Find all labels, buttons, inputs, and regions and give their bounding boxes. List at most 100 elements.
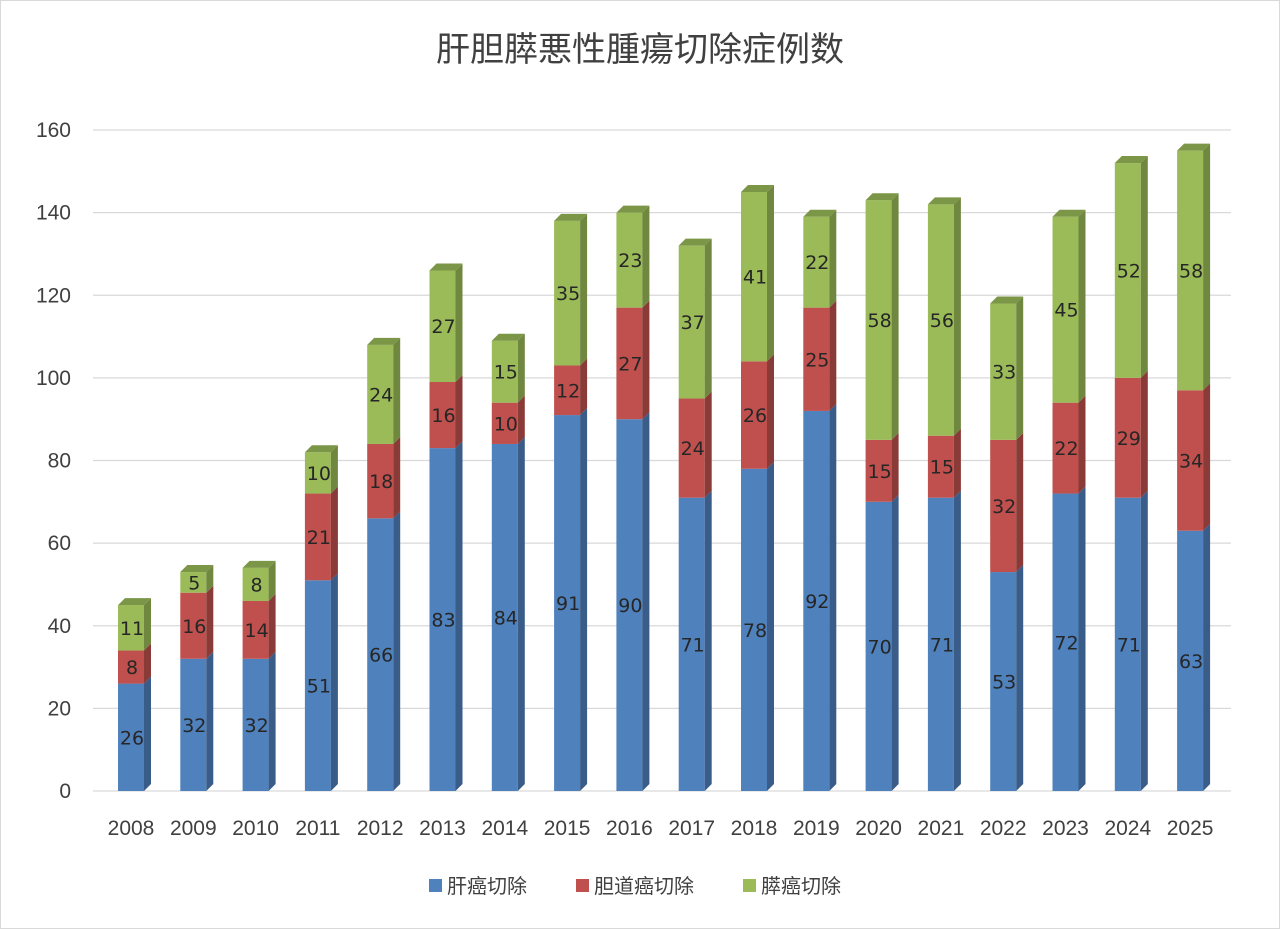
- bar-segment: [429, 375, 463, 449]
- bar-segment: [741, 354, 774, 469]
- bar-segment: [118, 676, 151, 791]
- data-label: 15: [930, 457, 954, 479]
- legend-item: 膵癌切除: [743, 874, 841, 898]
- bar-segment: [118, 643, 151, 684]
- legend-item: 胆道癌切除: [576, 874, 694, 898]
- x-tick-label: 2013: [419, 817, 466, 840]
- bar-segment: [180, 585, 214, 659]
- data-label: 32: [182, 715, 206, 737]
- data-label: 51: [307, 676, 331, 698]
- x-tick-label: 2018: [731, 817, 778, 840]
- bar-segment: [367, 511, 401, 791]
- legend-label: 肝癌切除: [447, 874, 527, 898]
- y-tick-label: 100: [36, 367, 71, 390]
- data-label: 71: [1117, 634, 1141, 656]
- x-tick-label: 2025: [1167, 817, 1214, 840]
- y-tick-label: 60: [48, 532, 71, 555]
- data-label: 63: [1179, 651, 1203, 673]
- bar-segment: [1114, 370, 1148, 498]
- bar-segment: [304, 445, 338, 494]
- data-label: 8: [126, 657, 138, 679]
- x-tick-label: 2012: [357, 817, 404, 840]
- data-label: 10: [494, 413, 518, 435]
- bar-segment: [741, 461, 774, 791]
- bar-segment: [367, 337, 401, 444]
- x-tick-label: 2019: [793, 817, 840, 840]
- bars: [118, 143, 1211, 791]
- data-label: 72: [1054, 632, 1078, 654]
- bar-segment: [678, 391, 712, 498]
- bar-segment: [865, 494, 899, 791]
- bar-segment: [180, 565, 214, 593]
- chart-title: 肝胆膵悪性腫瘍切除症例数: [436, 30, 844, 70]
- legend-swatch: [429, 879, 442, 892]
- x-tick-label: 2020: [855, 817, 902, 840]
- bar-segment: [803, 403, 837, 791]
- data-label: 21: [307, 527, 331, 549]
- legend-swatch: [743, 879, 756, 892]
- bar-segment: [990, 432, 1024, 573]
- bar-segment: [1177, 143, 1211, 391]
- bar-segment: [865, 193, 899, 440]
- bar-segment: [429, 441, 463, 791]
- data-label: 70: [868, 636, 892, 658]
- x-tick-label: 2011: [295, 817, 340, 840]
- data-label: 27: [431, 316, 455, 338]
- data-label: 37: [681, 312, 705, 334]
- bar-segment: [554, 408, 588, 791]
- bar-segment: [927, 490, 961, 791]
- bar-segment: [491, 395, 525, 444]
- bar-segment: [741, 184, 774, 362]
- bar-segment: [1052, 486, 1086, 791]
- x-tick-label: 2016: [606, 817, 653, 840]
- legend-label: 膵癌切除: [761, 874, 841, 898]
- x-tick-label: 2009: [170, 817, 217, 840]
- bar-segment: [1052, 395, 1086, 494]
- data-label: 41: [743, 267, 767, 289]
- x-tick-label: 2015: [544, 817, 591, 840]
- legend-label: 胆道癌切除: [594, 874, 694, 898]
- data-label: 84: [494, 607, 518, 629]
- bar-segment: [678, 238, 712, 399]
- x-tick-label: 2008: [108, 817, 155, 840]
- data-label: 53: [992, 672, 1016, 694]
- bar-segment: [304, 486, 338, 581]
- bar-segment: [1114, 156, 1148, 378]
- x-tick-label: 2021: [918, 817, 965, 840]
- x-tick-label: 2024: [1104, 817, 1151, 840]
- data-label: 22: [1054, 438, 1078, 460]
- bar-segment: [865, 432, 899, 502]
- data-label: 11: [120, 618, 144, 640]
- bar-segment: [118, 598, 151, 651]
- data-label: 83: [431, 610, 455, 632]
- data-label: 15: [868, 461, 892, 483]
- bar-segment: [491, 436, 525, 791]
- bar-segment: [304, 573, 338, 791]
- data-label: 26: [120, 727, 144, 749]
- bar-segment: [616, 300, 650, 420]
- x-tick-label: 2022: [980, 817, 1027, 840]
- data-label: 33: [992, 362, 1016, 384]
- data-label: 58: [1179, 260, 1203, 282]
- data-label: 26: [743, 405, 767, 427]
- data-label: 10: [307, 463, 331, 485]
- data-label: 56: [930, 310, 954, 332]
- data-label: 15: [494, 362, 518, 384]
- bar-segment: [180, 651, 214, 791]
- bar-segment: [554, 358, 588, 416]
- y-tick-label: 20: [48, 697, 71, 720]
- bar-segment: [1177, 383, 1211, 531]
- x-tick-label: 2017: [668, 817, 715, 840]
- bar-segment: [990, 296, 1024, 440]
- data-label: 71: [930, 634, 954, 656]
- y-tick-label: 40: [48, 615, 71, 638]
- data-label: 27: [618, 353, 642, 375]
- y-tick-label: 140: [36, 202, 71, 225]
- bar-segment: [242, 560, 276, 601]
- data-label: 24: [681, 438, 705, 460]
- bar-segment: [803, 300, 837, 411]
- data-label: 8: [251, 574, 263, 596]
- bar-segment: [242, 593, 276, 659]
- y-tick-label: 0: [59, 780, 71, 803]
